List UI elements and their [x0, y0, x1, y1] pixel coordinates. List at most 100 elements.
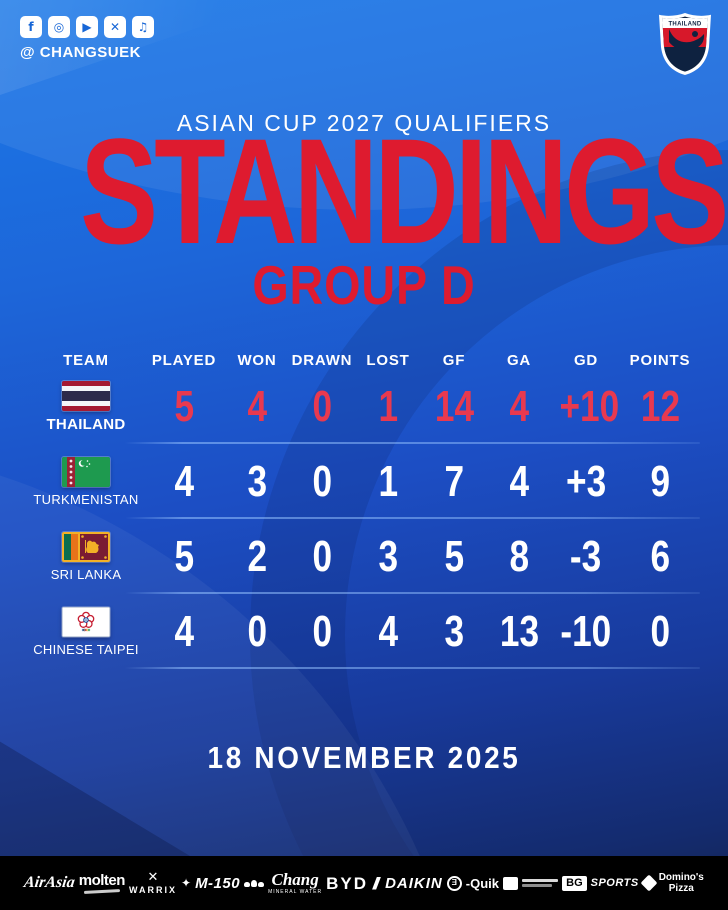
- bg-sports-wordmark: SPORTS: [590, 876, 639, 889]
- m150-wordmark: M-150: [195, 874, 241, 892]
- table-header-row: TEAM PLAYED WON DRAWN LOST GF GA GD POIN…: [28, 352, 700, 369]
- stat-value: +3: [565, 456, 607, 506]
- stat-won: 0: [224, 607, 290, 657]
- sponsor-bar: AirAsia molten ✕ WARRIX ✦ M-150 Chang Mi…: [0, 856, 728, 910]
- table-row-chinese-taipei: CHINESE TAIPEI 4 0 0 4 3 13 -10 0: [28, 594, 700, 669]
- stat-lost: 4: [354, 607, 422, 657]
- stat-value: 4: [247, 381, 267, 431]
- stat-lost: 3: [354, 532, 422, 582]
- warrix-x-icon: ✕: [147, 870, 159, 885]
- sponsor-logo-warrix: ✕ WARRIX: [129, 871, 177, 895]
- group-title: GROUP D: [252, 254, 476, 316]
- team-cell: THAILAND: [28, 380, 144, 433]
- stat-value: 1: [378, 456, 398, 506]
- chang-text-stack: Chang Mineral Water: [268, 871, 322, 895]
- stat-ga: 4: [486, 382, 552, 432]
- sponsor-logo-ezquik: Ǝ -Quik: [446, 875, 500, 891]
- stat-lost: 1: [354, 457, 422, 507]
- sponsor-logo-dominos: Domino's Pizza: [640, 872, 704, 894]
- stat-value: 0: [312, 606, 332, 656]
- social-handle: @ CHANGSUEK: [20, 44, 141, 61]
- warrix-wordmark: WARRIX: [128, 885, 177, 895]
- table-row-thailand: THAILAND 5 4 0 1 14 4 +10 12: [28, 369, 700, 444]
- stat-played: 4: [144, 457, 224, 507]
- stat-gf: 5: [422, 532, 486, 582]
- column-header-ga: GA: [506, 352, 532, 369]
- column-header-team: TEAM: [63, 352, 109, 369]
- stat-value: 1: [378, 381, 398, 431]
- stat-drawn: 0: [290, 532, 354, 582]
- sri-lanka-flag: [62, 531, 110, 562]
- dominos-line2: Pizza: [668, 883, 694, 894]
- column-header-gd: GD: [573, 352, 599, 369]
- sponsor-logo-chang: Chang Mineral Water: [244, 871, 322, 895]
- stat-lost: 1: [354, 382, 422, 432]
- thailand-flag: [62, 380, 110, 411]
- sponsor-logo-bg-sports: BG SPORTS: [562, 875, 639, 891]
- molten-tagline-bar: [83, 889, 120, 894]
- sponsor-logo-thai-text: [503, 876, 559, 890]
- stat-points: 6: [620, 532, 700, 582]
- stat-value: 4: [509, 381, 529, 431]
- stat-value: 14: [434, 381, 474, 431]
- team-name: SRI LANKA: [50, 566, 122, 582]
- stat-played: 5: [144, 382, 224, 432]
- stat-gf: 14: [422, 382, 486, 432]
- stat-gf: 7: [422, 457, 486, 507]
- stat-value: 0: [312, 381, 332, 431]
- chang-wordmark: Chang: [271, 870, 319, 889]
- stat-value: 0: [650, 606, 670, 656]
- stat-value: 13: [499, 606, 539, 656]
- elephant-icon: [251, 879, 258, 887]
- stat-gf: 3: [422, 607, 486, 657]
- stat-value: 5: [174, 531, 194, 581]
- ezquik-wordmark: -Quik: [465, 875, 500, 891]
- stat-value: 2: [247, 531, 267, 581]
- stat-value: 8: [509, 531, 529, 581]
- sponsor-logo-molten: molten: [79, 873, 125, 894]
- stat-value: 4: [378, 606, 398, 656]
- daikin-wordmark: DAIKIN: [385, 874, 443, 892]
- sponsor-logo-daikin: DAIKIN: [372, 876, 443, 891]
- column-header-drawn: DRAWN: [291, 352, 353, 369]
- text-bar: [522, 879, 559, 882]
- instagram-icon: ◎: [48, 16, 70, 38]
- stat-value: 4: [509, 456, 529, 506]
- team-name: CHINESE TAIPEI: [33, 641, 139, 657]
- stat-played: 5: [144, 532, 224, 582]
- stat-gd: +10: [552, 382, 620, 432]
- stat-value: 7: [444, 456, 464, 506]
- dominos-line1: Domino's: [658, 872, 704, 883]
- daikin-slash-icon: [372, 876, 382, 890]
- chang-elephants-icon: [244, 879, 265, 887]
- stat-ga: 8: [486, 532, 552, 582]
- stat-value: 3: [247, 456, 267, 506]
- column-header-played: PLAYED: [151, 352, 217, 369]
- stat-value: -10: [560, 606, 612, 656]
- stat-points: 0: [620, 607, 700, 657]
- team-name: TURKMENISTAN: [33, 491, 139, 507]
- stat-played: 4: [144, 607, 224, 657]
- competition-title: ASIAN CUP 2027 QUALIFIERS: [176, 110, 552, 136]
- stat-value: -3: [570, 531, 602, 581]
- turkmenistan-flag: [62, 456, 110, 487]
- dominos-text-stack: Domino's Pizza: [659, 872, 704, 894]
- match-date: 18 NOVEMBER 2025: [207, 740, 521, 775]
- stat-value: 5: [444, 531, 464, 581]
- stat-gd: +3: [552, 457, 620, 507]
- thai-sponsor-box-icon: [503, 876, 519, 890]
- stat-won: 2: [224, 532, 290, 582]
- stat-value: 0: [312, 456, 332, 506]
- thai-sponsor-text-lines: [522, 879, 559, 887]
- column-header-points: POINTS: [629, 352, 691, 369]
- chang-subtext: Mineral Water: [268, 889, 323, 895]
- stat-ga: 13: [486, 607, 552, 657]
- badge-label: THAILAND: [668, 22, 701, 28]
- page-title: STANDINGS: [80, 107, 728, 275]
- stat-points: 12: [620, 382, 700, 432]
- stat-gd: -3: [552, 532, 620, 582]
- social-block: f ◎ ▶ ✕ ♫ @ CHANGSUEK: [20, 16, 154, 61]
- stat-value: +10: [559, 381, 620, 431]
- stat-value: 3: [378, 531, 398, 581]
